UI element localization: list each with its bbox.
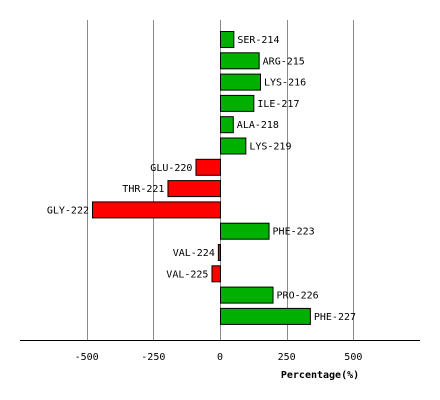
bar: [220, 116, 234, 134]
category-label: ALA-218: [237, 120, 279, 131]
category-label: GLU-220: [150, 163, 192, 174]
bar: [220, 31, 235, 48]
x-tick-label: 500: [344, 352, 362, 363]
x-axis-title: Percentage(%): [281, 370, 359, 381]
grid-lines: [87, 20, 354, 340]
category-label: GLY-222: [47, 205, 89, 216]
category-label: VAL-224: [173, 248, 215, 259]
category-label: PHE-227: [314, 312, 356, 323]
x-tick-label: -250: [141, 352, 165, 363]
bar: [220, 94, 255, 112]
bar: [220, 222, 270, 240]
bar: [220, 137, 247, 155]
category-label: VAL-225: [166, 269, 208, 280]
bar: [217, 244, 222, 261]
x-tick-label: 0: [217, 352, 223, 363]
bar: [167, 180, 221, 198]
category-labels: SER-214 ARG-215 LYS-216 ILE-217 ALA-218 LYS-2…: [47, 35, 356, 323]
category-label: ARG-215: [263, 56, 305, 67]
x-tick-label: -500: [75, 352, 99, 363]
category-label: SER-214: [237, 35, 279, 46]
bar: [220, 73, 261, 91]
bar: [220, 52, 260, 70]
bar: [220, 286, 274, 304]
x-tick-label: 250: [278, 352, 296, 363]
category-label: ILE-217: [257, 99, 299, 110]
bars: [92, 31, 311, 325]
category-label: THR-221: [122, 184, 164, 195]
category-label: LYS-219: [249, 142, 291, 153]
bar: [92, 201, 221, 219]
bar: [220, 307, 311, 325]
x-ticks: -500 -250 0 250 500: [75, 352, 363, 363]
category-label: PRO-226: [277, 291, 319, 302]
bar: [211, 265, 221, 283]
bar: [195, 158, 221, 176]
category-label: LYS-216: [264, 78, 306, 89]
category-label: PHE-223: [273, 227, 315, 238]
